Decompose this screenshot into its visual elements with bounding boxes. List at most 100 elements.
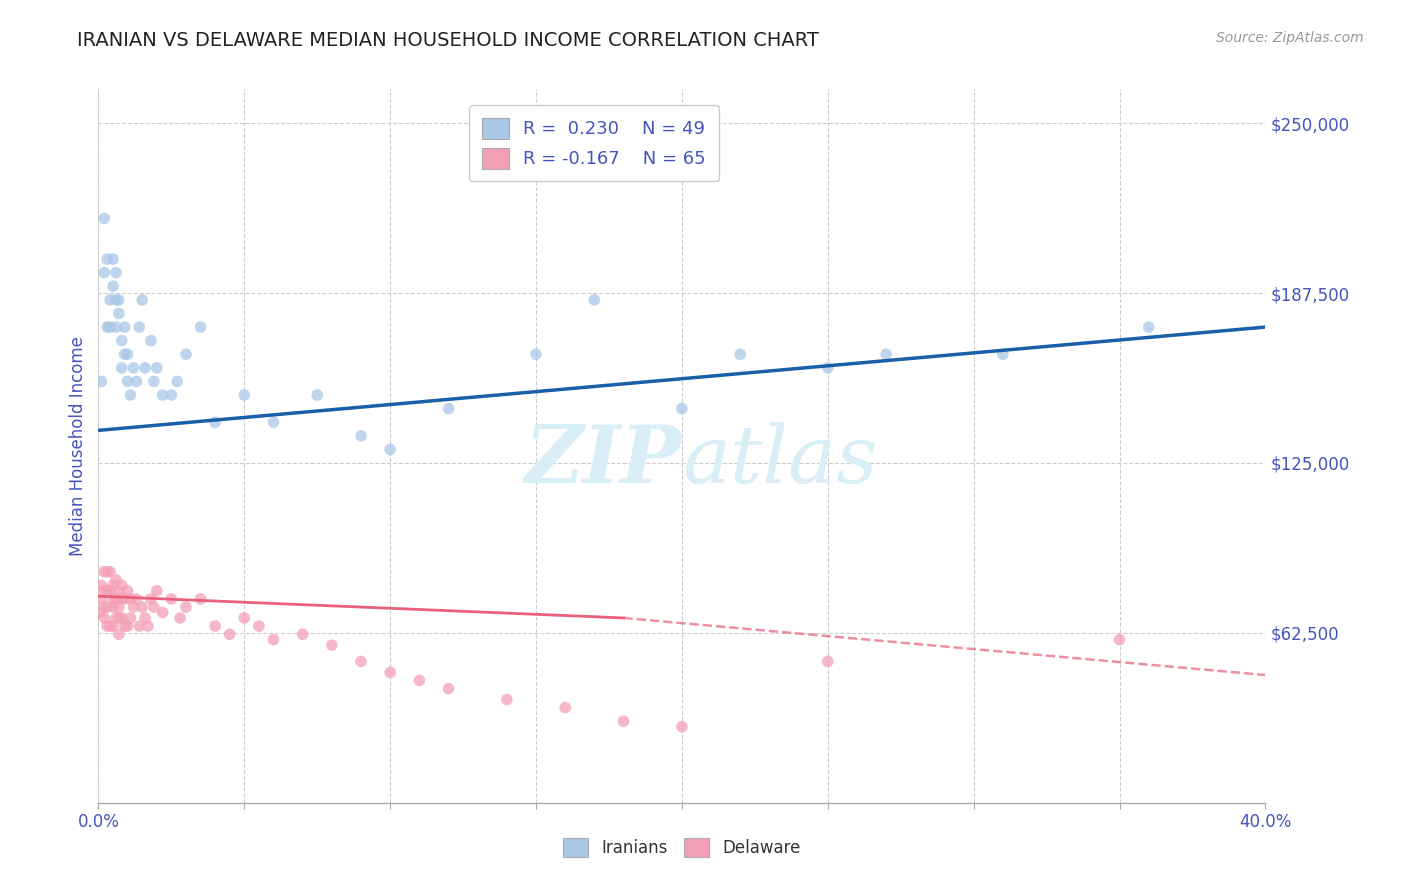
Point bbox=[93, 211, 115, 226]
Point bbox=[96, 565, 118, 579]
Point bbox=[160, 591, 183, 606]
Point bbox=[583, 293, 606, 307]
Point bbox=[134, 360, 156, 375]
Point bbox=[262, 415, 284, 429]
Point bbox=[128, 320, 150, 334]
Point bbox=[108, 627, 131, 641]
Point bbox=[96, 252, 118, 266]
Point bbox=[991, 347, 1014, 361]
Point bbox=[128, 619, 150, 633]
Point bbox=[524, 347, 547, 361]
Point bbox=[131, 600, 153, 615]
Point bbox=[117, 375, 139, 389]
Legend: Iranians, Delaware: Iranians, Delaware bbox=[554, 830, 810, 866]
Point bbox=[101, 619, 124, 633]
Point bbox=[380, 665, 402, 680]
Point bbox=[117, 583, 139, 598]
Point bbox=[111, 611, 134, 625]
Point bbox=[90, 606, 112, 620]
Point bbox=[817, 655, 839, 669]
Point bbox=[117, 619, 139, 633]
Point bbox=[122, 600, 145, 615]
Point bbox=[98, 583, 121, 598]
Point bbox=[350, 429, 373, 443]
Point bbox=[321, 638, 343, 652]
Point bbox=[98, 565, 121, 579]
Point bbox=[122, 360, 145, 375]
Point bbox=[262, 632, 284, 647]
Point bbox=[612, 714, 634, 729]
Point bbox=[380, 442, 402, 457]
Point bbox=[98, 619, 121, 633]
Point bbox=[101, 600, 124, 615]
Point bbox=[120, 591, 142, 606]
Point bbox=[146, 583, 169, 598]
Point bbox=[104, 293, 127, 307]
Point bbox=[136, 619, 159, 633]
Point bbox=[190, 320, 212, 334]
Point bbox=[139, 334, 162, 348]
Point bbox=[108, 600, 131, 615]
Point bbox=[108, 306, 131, 320]
Point bbox=[437, 401, 460, 416]
Point bbox=[233, 611, 256, 625]
Point bbox=[204, 619, 226, 633]
Point bbox=[307, 388, 329, 402]
Point bbox=[114, 347, 136, 361]
Point bbox=[125, 591, 148, 606]
Point bbox=[131, 293, 153, 307]
Point bbox=[139, 591, 162, 606]
Point bbox=[117, 347, 139, 361]
Point bbox=[114, 619, 136, 633]
Point bbox=[160, 388, 183, 402]
Point bbox=[291, 627, 314, 641]
Point bbox=[90, 375, 112, 389]
Point bbox=[101, 591, 124, 606]
Text: atlas: atlas bbox=[682, 422, 877, 499]
Point bbox=[174, 600, 197, 615]
Point bbox=[120, 388, 142, 402]
Point bbox=[93, 611, 115, 625]
Point bbox=[98, 320, 121, 334]
Point bbox=[101, 578, 124, 592]
Point bbox=[101, 279, 124, 293]
Point bbox=[152, 606, 174, 620]
Point bbox=[96, 619, 118, 633]
Point bbox=[1108, 632, 1130, 647]
Point bbox=[111, 578, 134, 592]
Point bbox=[114, 591, 136, 606]
Point bbox=[134, 611, 156, 625]
Point bbox=[166, 375, 188, 389]
Point bbox=[93, 600, 115, 615]
Text: Source: ZipAtlas.com: Source: ZipAtlas.com bbox=[1216, 31, 1364, 45]
Point bbox=[96, 583, 118, 598]
Point bbox=[875, 347, 897, 361]
Point bbox=[96, 600, 118, 615]
Point bbox=[218, 627, 240, 641]
Point bbox=[174, 347, 197, 361]
Point bbox=[111, 334, 134, 348]
Point bbox=[96, 320, 118, 334]
Point bbox=[437, 681, 460, 696]
Point bbox=[101, 252, 124, 266]
Point bbox=[146, 360, 169, 375]
Point bbox=[730, 347, 752, 361]
Point bbox=[408, 673, 430, 688]
Point bbox=[90, 578, 112, 592]
Point bbox=[90, 591, 112, 606]
Point bbox=[111, 591, 134, 606]
Point bbox=[350, 655, 373, 669]
Point bbox=[104, 591, 127, 606]
Point bbox=[104, 573, 127, 587]
Point bbox=[104, 320, 127, 334]
Point bbox=[93, 565, 115, 579]
Point bbox=[169, 611, 191, 625]
Point bbox=[98, 293, 121, 307]
Point bbox=[233, 388, 256, 402]
Point bbox=[190, 591, 212, 606]
Point bbox=[108, 611, 131, 625]
Point bbox=[554, 700, 576, 714]
Point bbox=[247, 619, 270, 633]
Point bbox=[111, 360, 134, 375]
Point bbox=[93, 266, 115, 280]
